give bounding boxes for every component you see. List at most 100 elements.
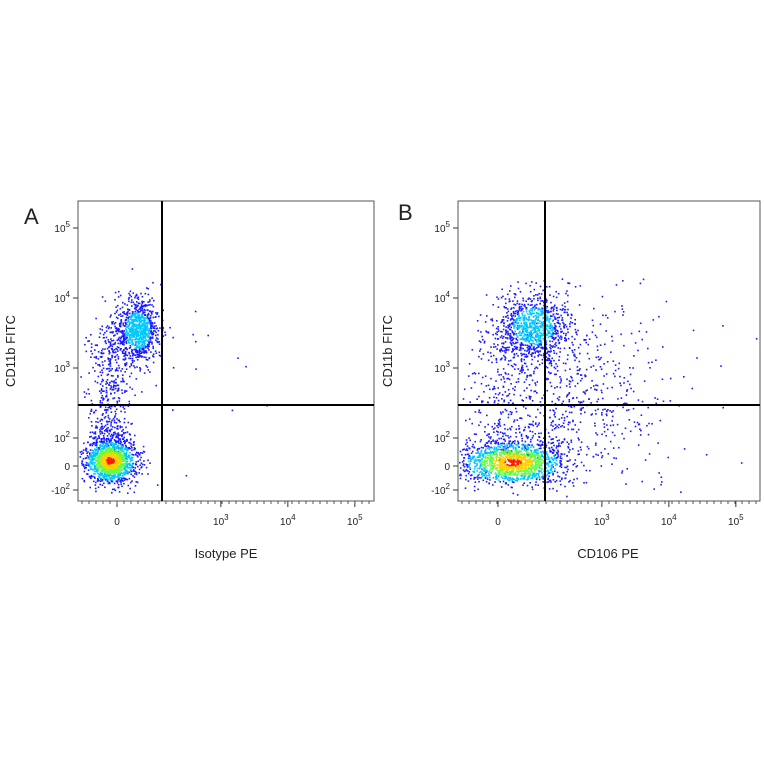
event-dot	[504, 341, 507, 343]
event-dot	[138, 313, 140, 316]
event-dot	[135, 331, 137, 333]
event-dot	[513, 323, 515, 325]
event-dot	[117, 304, 119, 307]
event-dot	[119, 308, 122, 310]
event-dot	[546, 377, 548, 380]
event-dot	[122, 380, 124, 383]
event-dot	[503, 472, 506, 475]
event-dot	[95, 357, 97, 359]
event-dot	[497, 328, 500, 330]
event-dot	[133, 325, 136, 327]
event-dot	[561, 477, 563, 479]
event-dot	[523, 339, 526, 341]
event-dot	[528, 351, 530, 354]
event-dot	[501, 432, 504, 434]
event-dot	[87, 388, 90, 391]
event-dot	[530, 312, 533, 315]
event-dot	[164, 334, 167, 336]
event-dot	[135, 350, 137, 353]
event-dot	[141, 391, 143, 393]
event-dot	[142, 351, 145, 354]
event-dot	[117, 470, 119, 472]
event-dot	[549, 346, 551, 349]
event-dot	[143, 342, 145, 344]
event-dot	[529, 333, 532, 335]
event-dot	[528, 426, 530, 429]
event-dot	[120, 450, 123, 453]
event-dot	[126, 304, 129, 306]
event-dot	[513, 389, 516, 391]
event-dot	[155, 339, 157, 341]
event-dot	[533, 348, 535, 350]
event-dot	[502, 295, 504, 298]
event-dot	[143, 335, 146, 338]
event-dot	[534, 307, 536, 310]
event-dot	[101, 479, 104, 482]
event-dot	[496, 331, 498, 333]
event-dot	[553, 328, 556, 330]
event-dot	[118, 397, 121, 400]
event-dot	[94, 465, 96, 468]
event-dot	[146, 333, 149, 335]
event-dot	[117, 436, 119, 439]
event-dot	[518, 303, 521, 305]
event-dot	[192, 333, 194, 336]
event-dot	[545, 310, 548, 312]
event-dot	[509, 333, 512, 335]
event-dot	[481, 335, 483, 338]
event-dot	[122, 463, 125, 465]
event-dot	[145, 351, 148, 354]
event-dot	[498, 374, 500, 376]
event-dot	[123, 471, 125, 474]
event-dot	[120, 469, 123, 471]
event-dot	[539, 324, 542, 327]
event-dot	[90, 343, 93, 345]
event-dot	[520, 433, 523, 436]
event-dot	[148, 341, 150, 343]
event-dot	[108, 477, 111, 479]
event-dot	[111, 348, 113, 350]
event-dot	[143, 451, 146, 453]
event-dot	[558, 325, 561, 328]
event-dot	[115, 413, 117, 415]
event-dot	[146, 327, 148, 330]
event-dot	[478, 372, 480, 375]
event-dot	[103, 436, 105, 439]
event-dot	[117, 364, 120, 367]
event-dot	[484, 450, 486, 452]
event-dot	[525, 334, 527, 337]
event-dot	[491, 319, 494, 322]
event-dot	[540, 300, 542, 302]
event-dot	[97, 470, 100, 472]
event-dot	[140, 333, 142, 336]
event-dot	[503, 467, 506, 470]
event-dot	[127, 470, 129, 473]
event-dot	[103, 390, 105, 392]
event-dot	[516, 302, 518, 305]
event-dot	[533, 305, 536, 308]
event-dot	[561, 278, 564, 280]
event-dot	[507, 349, 510, 351]
event-dot	[155, 331, 157, 334]
event-dot	[105, 470, 108, 472]
event-dot	[526, 350, 528, 352]
event-dot	[128, 300, 130, 303]
event-dot	[522, 310, 525, 313]
event-dot	[119, 480, 121, 482]
event-dot	[516, 474, 518, 476]
event-dot	[524, 333, 526, 335]
event-dot	[147, 293, 150, 296]
event-dot	[534, 319, 536, 322]
event-dot	[128, 329, 131, 331]
event-dot	[150, 327, 152, 329]
event-dot	[118, 336, 121, 339]
event-dot	[114, 321, 117, 324]
event-dot	[109, 381, 111, 384]
event-dot	[557, 451, 560, 453]
event-dot	[583, 464, 585, 467]
event-dot	[479, 421, 482, 423]
event-dot	[105, 387, 108, 389]
event-dot	[511, 442, 513, 445]
event-dot	[534, 457, 536, 459]
event-dot	[114, 455, 117, 458]
